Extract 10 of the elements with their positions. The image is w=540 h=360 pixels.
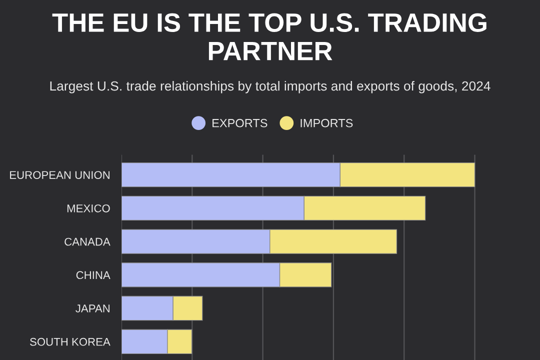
y-tick-label: EUROPEAN UNION (10, 171, 110, 179)
y-tick-label: CANADA (64, 238, 110, 246)
y-tick-label: CHINA (76, 271, 110, 280)
y-tick-label: SOUTH KOREA (30, 338, 110, 346)
chart-title: THE EU IS THE TOP U.S. TRADING PARTNER (52, 13, 486, 60)
legend-label: EXPORTS (212, 118, 268, 128)
chart-subtitle: Largest U.S. trade relationships by total imports and exports of goods, 2024 (50, 81, 490, 94)
legend-label: IMPORTS (300, 118, 353, 128)
y-tick-label: JAPAN (76, 304, 110, 312)
y-tick-label: MEXICO (67, 204, 110, 212)
